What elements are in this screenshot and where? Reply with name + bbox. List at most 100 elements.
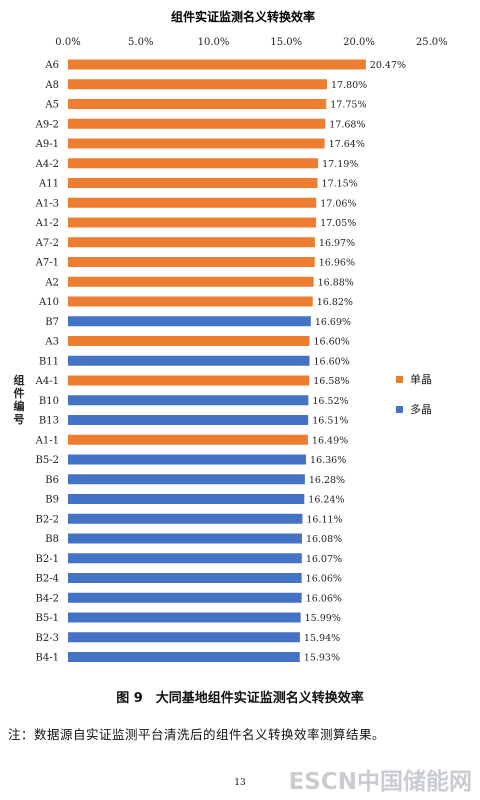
data-label: 16.69% xyxy=(315,317,351,328)
category-label: B2-4 xyxy=(36,574,59,585)
watermark-logo: ESCN中国储能网 xyxy=(288,769,472,795)
y-axis-title: 组件编号 xyxy=(14,373,25,426)
data-label: 17.05% xyxy=(320,218,356,229)
category-label: B9 xyxy=(45,495,59,506)
legend-swatch xyxy=(396,406,403,413)
category-label: A9-2 xyxy=(35,119,59,130)
category-label: A4-2 xyxy=(35,159,59,170)
bar xyxy=(68,336,310,346)
bar xyxy=(68,434,308,445)
data-label: 16.06% xyxy=(306,574,342,585)
category-label: A11 xyxy=(38,179,59,190)
category-label: A9-1 xyxy=(35,139,59,150)
data-label: 16.96% xyxy=(319,258,355,269)
data-label: 16.88% xyxy=(318,277,354,288)
data-label: 17.15% xyxy=(322,179,358,190)
data-label: 16.11% xyxy=(306,514,342,525)
category-label: B6 xyxy=(45,475,59,486)
data-label: 16.60% xyxy=(314,356,350,367)
data-label: 17.64% xyxy=(329,139,365,150)
data-label: 17.75% xyxy=(330,100,366,111)
category-label: B10 xyxy=(39,396,59,407)
category-label: B8 xyxy=(45,534,59,545)
category-label: A10 xyxy=(38,297,59,308)
bars xyxy=(68,59,366,662)
x-tick-label: 20.0% xyxy=(343,37,375,48)
bar xyxy=(68,296,313,307)
category-label: B4-1 xyxy=(36,653,59,664)
x-tick-label: 10.0% xyxy=(198,37,230,48)
x-tick-label: 5.0% xyxy=(128,37,153,48)
bar xyxy=(68,612,301,623)
x-tick-label: 25.0% xyxy=(416,37,448,48)
category-label: A2 xyxy=(44,277,59,288)
data-label: 16.28% xyxy=(309,475,345,486)
bar xyxy=(68,375,310,386)
bar xyxy=(68,158,319,169)
bar xyxy=(68,592,302,603)
bar xyxy=(68,454,307,465)
data-label: 16.49% xyxy=(312,435,348,446)
category-label: B2-1 xyxy=(36,554,59,565)
data-label: 16.97% xyxy=(319,238,355,249)
data-label: 17.80% xyxy=(331,80,367,91)
category-label: A1-1 xyxy=(35,435,59,446)
category-label: B2-2 xyxy=(36,514,59,525)
bar xyxy=(68,59,366,70)
legend-swatch xyxy=(396,376,403,383)
bar xyxy=(68,118,326,129)
bar xyxy=(68,197,317,208)
bar xyxy=(68,316,311,327)
bar xyxy=(68,99,327,109)
bar xyxy=(68,217,317,228)
category-label: B11 xyxy=(39,356,59,367)
category-label: B5-2 xyxy=(36,455,59,466)
bar xyxy=(68,257,315,267)
data-label: 16.08% xyxy=(306,534,342,545)
data-label: 16.36% xyxy=(310,455,346,466)
y-axis-label: 组件编号 xyxy=(14,373,25,426)
data-label: 16.06% xyxy=(306,593,342,604)
category-label: B7 xyxy=(45,317,59,328)
legend-label: 多晶 xyxy=(410,402,432,416)
bar xyxy=(68,79,327,90)
category-label: A5 xyxy=(44,100,59,111)
category-label: B2-3 xyxy=(36,633,59,644)
bar xyxy=(68,474,305,485)
bar xyxy=(68,553,302,564)
category-label: A8 xyxy=(44,80,59,91)
bar xyxy=(68,632,300,643)
data-label: 15.99% xyxy=(305,613,341,624)
data-label: 15.93% xyxy=(304,653,340,664)
category-label: A3 xyxy=(44,337,59,348)
data-label: 16.58% xyxy=(313,376,349,387)
value-labels: 20.47%17.80% 17.75% 17.68% 17.64% 17.19% 17.1… xyxy=(304,60,406,664)
bar xyxy=(68,355,310,366)
bar xyxy=(68,513,303,524)
figure-note: 注：数据源自实证监测平台清洗后的组件名义转换效率测算结果。 xyxy=(8,727,386,742)
bar xyxy=(68,138,325,149)
chart-title: 组件实证监测名义转换效率 xyxy=(171,9,315,24)
bar xyxy=(68,237,315,248)
bar-chart: 组件实证监测名义转换效率 0.0% 5.0% 10.0% 15.0% 20.0% 25.0… xyxy=(14,9,448,664)
bar xyxy=(68,395,309,406)
data-label: 16.24% xyxy=(308,495,344,506)
data-label: 16.60% xyxy=(314,337,350,348)
x-axis-ticks: 0.0% 5.0% 10.0% 15.0% 20.0% 25.0% xyxy=(55,37,447,48)
bar xyxy=(68,573,302,583)
data-label: 16.07% xyxy=(306,554,342,565)
category-label: B5-1 xyxy=(36,613,59,624)
category-label: B4-2 xyxy=(36,593,59,604)
x-tick-label: 0.0% xyxy=(55,37,80,48)
category-label: A1-3 xyxy=(35,198,59,209)
category-label: A6 xyxy=(44,60,59,71)
data-label: 16.51% xyxy=(312,416,348,427)
category-label: A7-2 xyxy=(35,238,59,249)
category-labels: A6 A8 A5 A9-2 A9-1 A4-2 A11 A1-3 A1-2 A7-2 A7-1 A2 A… xyxy=(35,60,59,664)
category-label: B13 xyxy=(39,416,59,427)
legend-label: 单晶 xyxy=(410,373,432,386)
category-label: A4-1 xyxy=(35,376,59,387)
data-label: 16.82% xyxy=(317,297,353,308)
x-tick-label: 15.0% xyxy=(270,37,302,48)
